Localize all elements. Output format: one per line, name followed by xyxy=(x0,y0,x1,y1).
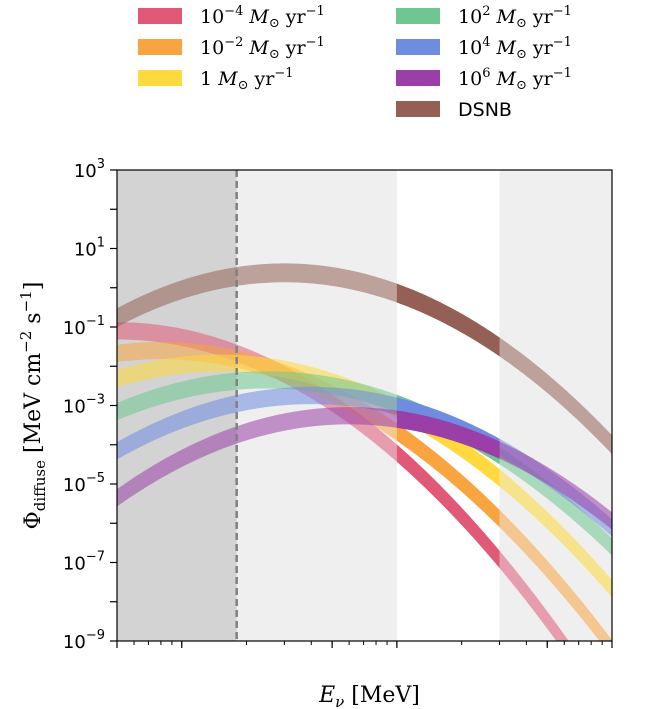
series-roi-1 xyxy=(396,423,500,528)
y-axis-label: Φdiffuse [MeV cm−2 s−1] xyxy=(17,282,49,530)
series-roi-0 xyxy=(396,444,500,569)
legend-label-4: 104 M⊙ yr−1 xyxy=(458,35,572,62)
legend-swatch-4 xyxy=(396,39,440,55)
legend-label-6: DSNB xyxy=(458,99,512,121)
legend: 10−4 M⊙ yr−1 10−2 M⊙ yr−1 1 M⊙ yr−1 102 M⊙ … xyxy=(138,4,572,121)
y-tick-label-1: 101 xyxy=(74,236,105,261)
series-roi-6 xyxy=(396,283,500,357)
legend-label-5: 106 M⊙ yr−1 xyxy=(458,66,572,93)
series-band-6 xyxy=(117,263,612,455)
legend-label-2: 1 M⊙ yr−1 xyxy=(200,66,294,93)
legend-label-1: 10−2 M⊙ yr−1 xyxy=(200,35,325,62)
legend-swatch-0 xyxy=(138,8,182,24)
y-tick-label-0: 103 xyxy=(74,157,105,182)
y-tick-label-2: 10−1 xyxy=(63,314,105,339)
series-roi-5 xyxy=(396,410,500,459)
series-band-roi-6 xyxy=(396,283,500,357)
legend-label-0: 10−4 M⊙ yr−1 xyxy=(200,4,325,31)
series-band-roi-1 xyxy=(396,423,500,528)
axes: 103 101 10−1 10−3 10−5 10−7 10−9 Eν [MeV] Φdiffu… xyxy=(17,157,613,709)
legend-swatch-1 xyxy=(138,39,182,55)
y-tick-label-4: 10−5 xyxy=(63,471,105,496)
series-band-roi-5 xyxy=(396,410,500,459)
plot-area xyxy=(117,170,612,641)
legend-swatch-5 xyxy=(396,70,440,86)
curves xyxy=(117,263,612,641)
legend-swatch-3 xyxy=(396,8,440,24)
legend-swatch-2 xyxy=(138,70,182,86)
series-band-roi-0 xyxy=(396,444,500,569)
x-axis-label: Eν [MeV] xyxy=(318,683,420,709)
y-tick-label-3: 10−3 xyxy=(63,393,105,418)
y-tick-label-6: 10−9 xyxy=(63,628,105,653)
y-tick-label-5: 10−7 xyxy=(63,550,105,575)
legend-swatch-6 xyxy=(396,101,440,117)
legend-label-3: 102 M⊙ yr−1 xyxy=(458,4,572,31)
